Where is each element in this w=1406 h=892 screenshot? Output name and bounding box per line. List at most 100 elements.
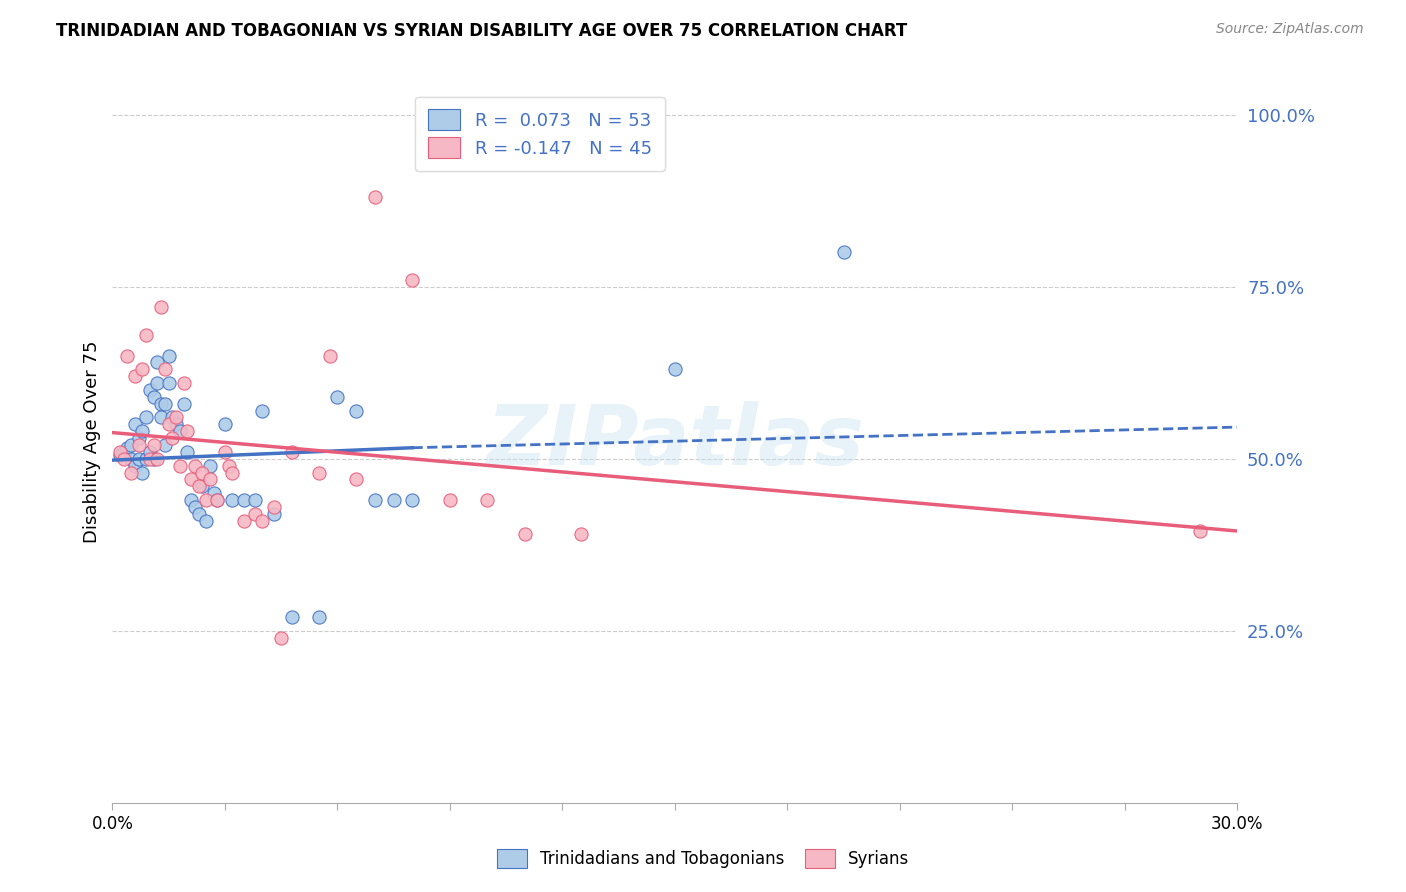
Point: [173, 397, 195, 411]
Point: [344, 403, 367, 417]
Point: [153, 362, 176, 376]
Point: [187, 507, 209, 521]
Point: [308, 466, 330, 480]
Point: [664, 362, 686, 376]
Point: [184, 458, 207, 473]
Point: [124, 369, 146, 384]
Point: [165, 417, 187, 432]
Point: [232, 493, 254, 508]
Point: [173, 376, 195, 390]
Point: [157, 376, 180, 390]
Point: [135, 327, 157, 342]
Point: [221, 493, 243, 508]
Point: [131, 466, 153, 480]
Point: [569, 527, 592, 541]
Point: [131, 424, 153, 438]
Point: [364, 493, 387, 508]
Point: [184, 500, 207, 514]
Point: [191, 479, 214, 493]
Point: [165, 410, 187, 425]
Point: [176, 424, 198, 438]
Point: [120, 438, 142, 452]
Point: [142, 451, 165, 466]
Point: [214, 417, 236, 432]
Point: [308, 610, 330, 624]
Point: [128, 451, 150, 466]
Point: [477, 493, 499, 508]
Point: [270, 631, 292, 645]
Point: [195, 493, 218, 508]
Point: [135, 410, 157, 425]
Point: [142, 438, 165, 452]
Point: [157, 349, 180, 363]
Point: [139, 451, 162, 466]
Point: [344, 472, 367, 486]
Point: [146, 355, 169, 369]
Point: [108, 448, 131, 462]
Point: [180, 472, 202, 486]
Text: Source: ZipAtlas.com: Source: ZipAtlas.com: [1216, 22, 1364, 37]
Point: [195, 514, 218, 528]
Point: [263, 507, 285, 521]
Point: [252, 514, 274, 528]
Point: [150, 410, 173, 425]
Point: [382, 493, 405, 508]
Text: ZIPatlas: ZIPatlas: [486, 401, 863, 482]
Point: [157, 417, 180, 432]
Point: [326, 390, 349, 404]
Point: [150, 397, 173, 411]
Point: [162, 410, 184, 425]
Point: [153, 397, 176, 411]
Point: [243, 507, 266, 521]
Point: [364, 190, 387, 204]
Point: [401, 493, 423, 508]
Point: [218, 458, 240, 473]
Point: [232, 514, 254, 528]
Point: [180, 493, 202, 508]
Y-axis label: Disability Age Over 75: Disability Age Over 75: [83, 340, 101, 543]
Point: [832, 245, 855, 260]
Point: [131, 362, 153, 376]
Point: [108, 445, 131, 459]
Point: [252, 403, 274, 417]
Point: [124, 458, 146, 473]
Point: [146, 451, 169, 466]
Point: [150, 301, 173, 315]
Point: [207, 493, 229, 508]
Point: [146, 376, 169, 390]
Point: [198, 472, 221, 486]
Point: [281, 610, 304, 624]
Point: [191, 466, 214, 480]
Point: [128, 431, 150, 445]
Legend: Trinidadians and Tobagonians, Syrians: Trinidadians and Tobagonians, Syrians: [491, 842, 915, 875]
Point: [120, 451, 142, 466]
Point: [139, 445, 162, 459]
Point: [198, 458, 221, 473]
Point: [153, 438, 176, 452]
Point: [187, 479, 209, 493]
Legend: R =  0.073   N = 53, R = -0.147   N = 45: R = 0.073 N = 53, R = -0.147 N = 45: [415, 96, 665, 170]
Point: [112, 451, 135, 466]
Point: [207, 493, 229, 508]
Point: [128, 438, 150, 452]
Point: [112, 445, 135, 459]
Point: [176, 445, 198, 459]
Point: [120, 466, 142, 480]
Point: [243, 493, 266, 508]
Point: [263, 500, 285, 514]
Point: [439, 493, 461, 508]
Point: [513, 527, 536, 541]
Point: [117, 442, 139, 456]
Point: [162, 431, 184, 445]
Point: [124, 417, 146, 432]
Point: [139, 383, 162, 397]
Point: [319, 349, 342, 363]
Point: [401, 273, 423, 287]
Point: [1188, 524, 1211, 538]
Point: [214, 445, 236, 459]
Point: [142, 390, 165, 404]
Point: [169, 424, 191, 438]
Point: [117, 349, 139, 363]
Point: [135, 451, 157, 466]
Point: [202, 486, 225, 500]
